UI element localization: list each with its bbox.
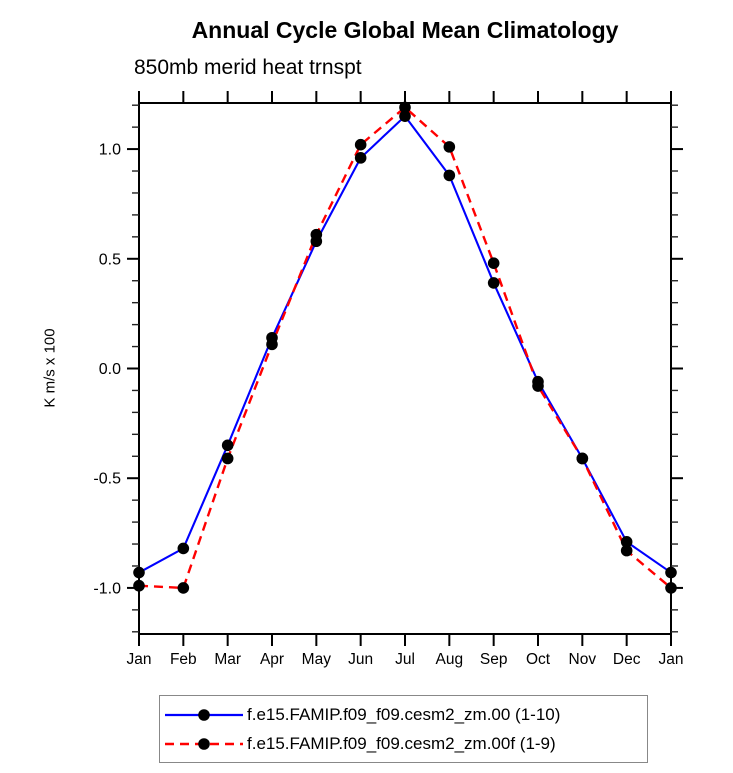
data-point-series-1 bbox=[576, 452, 589, 465]
data-point-series-0 bbox=[487, 277, 500, 289]
y-tick-label: -0.5 bbox=[93, 471, 121, 488]
data-point-series-1 bbox=[221, 452, 234, 465]
y-tick-label: 0.0 bbox=[99, 361, 121, 378]
plot-frame bbox=[138, 102, 672, 635]
legend-line-red-dashed-icon bbox=[165, 737, 243, 750]
data-point-series-0 bbox=[399, 110, 411, 122]
legend-item-0: f.e15.FAMIP.f09_f09.cesm2_zm.00 (1-10) bbox=[163, 704, 647, 726]
chart-subtitle: 850mb merid heat trnspt bbox=[134, 56, 362, 79]
legend-line-blue-solid-icon bbox=[165, 708, 243, 721]
data-point-series-0 bbox=[443, 169, 456, 182]
series-line-1 bbox=[138, 105, 672, 590]
data-point-series-1 bbox=[487, 257, 500, 269]
data-point-series-0 bbox=[177, 542, 190, 555]
data-point-series-1 bbox=[177, 582, 190, 594]
data-point-series-1 bbox=[620, 544, 633, 557]
legend-label-1: f.e15.FAMIP.f09_f09.cesm2_zm.00f (1-9) bbox=[247, 733, 556, 753]
x-tick-label: Dec bbox=[613, 651, 641, 668]
data-point-series-0 bbox=[133, 566, 145, 579]
x-tick-label: Sep bbox=[480, 651, 508, 668]
x-tick-label: Aug bbox=[436, 651, 464, 668]
x-tick-label: May bbox=[302, 651, 332, 668]
data-point-series-1 bbox=[354, 138, 367, 151]
legend-label-0: f.e15.FAMIP.f09_f09.cesm2_zm.00 (1-10) bbox=[247, 704, 561, 724]
chart-title: Annual Cycle Global Mean Climatology bbox=[191, 17, 619, 43]
data-point-series-1 bbox=[532, 380, 544, 392]
legend-marker-dot-icon bbox=[198, 737, 210, 750]
legend-box: f.e15.FAMIP.f09_f09.cesm2_zm.00 (1-10) f… bbox=[159, 695, 648, 763]
data-point-series-0 bbox=[620, 536, 633, 548]
y-tick-label: -1.0 bbox=[93, 580, 121, 597]
legend-marker-dot-icon bbox=[198, 708, 210, 721]
y-tick-label: 0.5 bbox=[99, 251, 121, 268]
y-tick-label: 1.0 bbox=[99, 142, 121, 159]
legend-item-1: f.e15.FAMIP.f09_f09.cesm2_zm.00f (1-9) bbox=[163, 733, 647, 755]
x-tick-label: Oct bbox=[526, 651, 551, 668]
data-point-series-0 bbox=[354, 152, 367, 164]
x-tick-label: Jul bbox=[395, 651, 415, 668]
data-point-series-1 bbox=[399, 101, 411, 114]
x-tick-label: Feb bbox=[170, 651, 197, 668]
data-point-series-1 bbox=[133, 579, 145, 592]
data-point-series-1 bbox=[443, 141, 456, 153]
plot-area: Jan Feb Mar Apr May Jun Jul Aug Sep Oct Nov Dec Jan 1… bbox=[93, 91, 684, 668]
x-tick-label: Nov bbox=[569, 651, 597, 668]
x-tick-label: Mar bbox=[214, 651, 241, 668]
series-line-0 bbox=[138, 114, 672, 574]
data-point-series-0 bbox=[665, 566, 677, 579]
x-tick-label: Jun bbox=[348, 651, 373, 668]
data-point-series-1 bbox=[665, 582, 677, 594]
x-tick-label: Apr bbox=[260, 651, 284, 668]
data-point-series-1 bbox=[266, 338, 278, 351]
data-point-series-0 bbox=[221, 439, 234, 452]
data-point-series-1 bbox=[310, 228, 323, 241]
x-tick-label: Jan bbox=[659, 651, 684, 668]
x-tick-label: Jan bbox=[127, 651, 152, 668]
